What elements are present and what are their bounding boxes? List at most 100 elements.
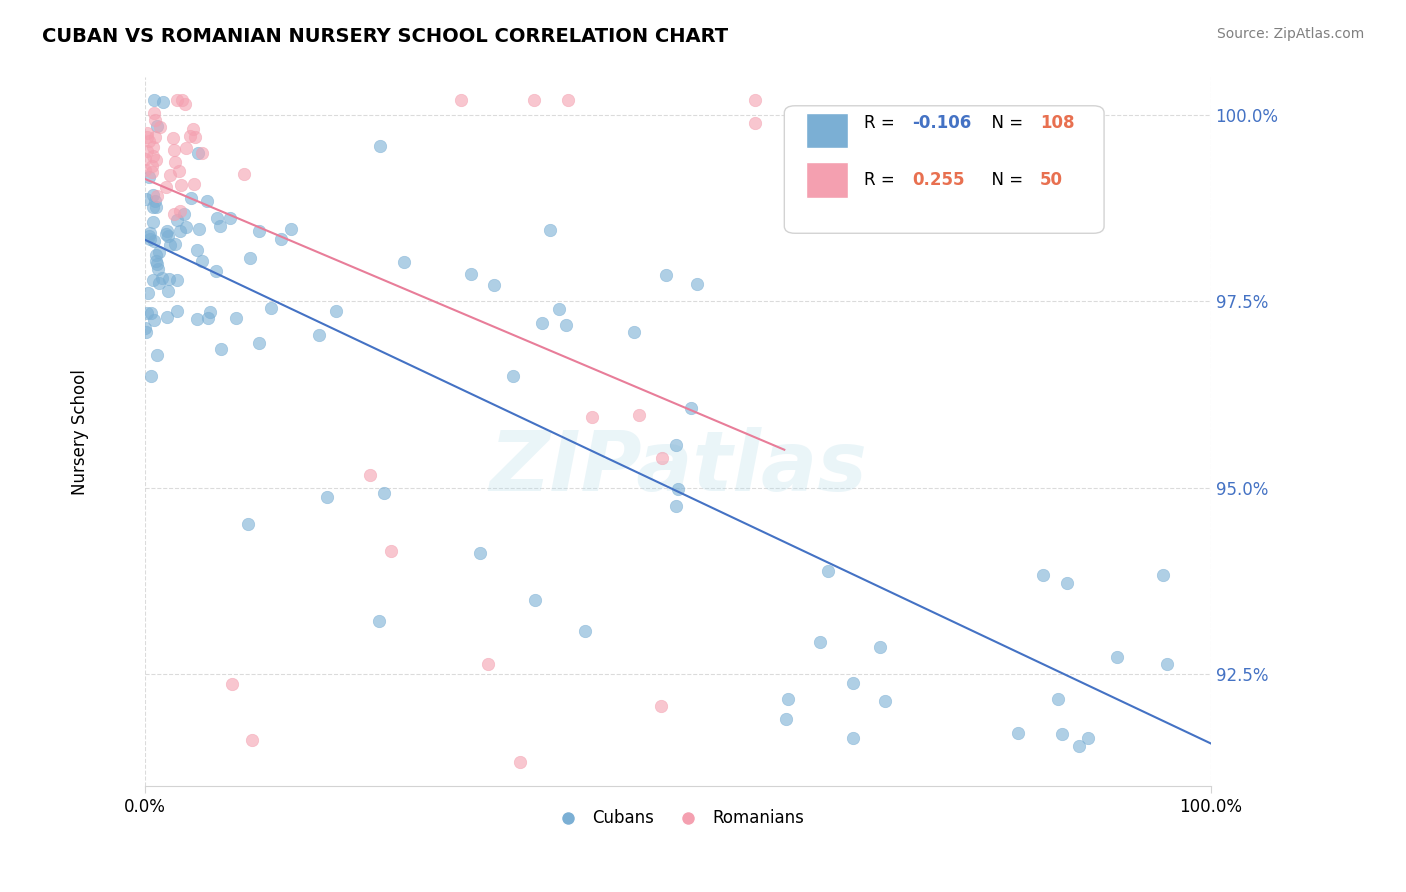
Romanians <box>163 143 186 157</box>
Cubans <box>142 214 165 228</box>
Cubans <box>1156 657 1178 671</box>
Cubans <box>166 304 188 318</box>
Romanians <box>141 165 163 179</box>
Romanians <box>744 115 766 129</box>
Romanians <box>134 163 156 178</box>
Bar <box>806 162 848 198</box>
Text: R =: R = <box>865 171 900 189</box>
Cubans <box>156 310 179 325</box>
Cubans <box>145 253 167 268</box>
Text: N =: N = <box>981 171 1029 189</box>
Romanians <box>169 164 191 178</box>
Cubans <box>195 194 218 209</box>
Cubans <box>191 254 214 268</box>
Cubans <box>152 95 174 110</box>
Cubans <box>142 273 165 287</box>
Romanians <box>173 97 195 112</box>
Romanians <box>190 146 212 161</box>
Romanians <box>170 178 193 193</box>
Cubans <box>247 335 270 350</box>
Romanians <box>135 145 157 159</box>
Romanians <box>380 543 402 558</box>
Romanians <box>650 698 672 713</box>
Romanians <box>359 468 381 483</box>
Cubans <box>186 312 208 326</box>
Romanians <box>628 408 651 422</box>
Cubans <box>136 285 159 300</box>
Cubans <box>163 236 186 251</box>
Romanians <box>184 129 207 144</box>
Cubans <box>665 499 688 513</box>
Romanians <box>477 657 499 672</box>
Romanians <box>145 188 167 202</box>
Y-axis label: Nursery School: Nursery School <box>72 368 89 494</box>
Text: CUBAN VS ROMANIAN NURSERY SCHOOL CORRELATION CHART: CUBAN VS ROMANIAN NURSERY SCHOOL CORRELA… <box>42 27 728 45</box>
Cubans <box>1007 726 1029 740</box>
Romanians <box>557 93 579 107</box>
Romanians <box>523 93 546 107</box>
Cubans <box>136 306 159 320</box>
Cubans <box>367 614 389 628</box>
Cubans <box>869 640 891 654</box>
Cubans <box>200 304 222 318</box>
Cubans <box>180 191 202 205</box>
Romanians <box>183 177 205 191</box>
Cubans <box>205 264 228 278</box>
Cubans <box>236 517 259 532</box>
Cubans <box>538 223 561 237</box>
Cubans <box>373 486 395 500</box>
Romanians <box>450 93 472 107</box>
Romanians <box>136 126 159 140</box>
Cubans <box>205 211 228 225</box>
Cubans <box>775 712 797 726</box>
Cubans <box>1069 739 1091 753</box>
Cubans <box>665 438 688 452</box>
Romanians <box>581 409 603 424</box>
Cubans <box>142 313 165 327</box>
Cubans <box>145 248 167 262</box>
Cubans <box>138 170 160 185</box>
Romanians <box>744 93 766 107</box>
Romanians <box>172 93 194 107</box>
Cubans <box>197 310 219 325</box>
Romanians <box>142 149 165 163</box>
Cubans <box>176 219 198 234</box>
Cubans <box>156 224 179 238</box>
Cubans <box>778 692 800 706</box>
Cubans <box>308 328 330 343</box>
Cubans <box>460 267 482 281</box>
Cubans <box>157 272 180 286</box>
Bar <box>806 113 848 148</box>
Cubans <box>842 731 865 746</box>
Cubans <box>817 564 839 578</box>
Romanians <box>181 122 204 136</box>
Cubans <box>808 635 831 649</box>
Cubans <box>1077 731 1099 745</box>
Cubans <box>187 145 209 160</box>
Romanians <box>142 140 165 154</box>
Romanians <box>240 732 263 747</box>
Cubans <box>325 304 347 318</box>
Cubans <box>143 194 166 209</box>
Romanians <box>169 204 191 219</box>
Cubans <box>209 343 232 357</box>
Text: N =: N = <box>981 114 1029 133</box>
Cubans <box>155 227 177 241</box>
Cubans <box>1032 568 1054 582</box>
Cubans <box>247 224 270 238</box>
Cubans <box>148 244 170 259</box>
Cubans <box>530 316 553 330</box>
Cubans <box>280 222 302 236</box>
Romanians <box>651 450 673 465</box>
Cubans <box>208 219 231 233</box>
Cubans <box>142 188 165 202</box>
Cubans <box>502 368 524 383</box>
Cubans <box>146 256 169 270</box>
Cubans <box>141 306 163 320</box>
Cubans <box>159 237 181 252</box>
Cubans <box>1152 568 1174 582</box>
Cubans <box>218 211 240 226</box>
Cubans <box>146 120 169 134</box>
Cubans <box>482 278 505 293</box>
Romanians <box>149 120 172 135</box>
